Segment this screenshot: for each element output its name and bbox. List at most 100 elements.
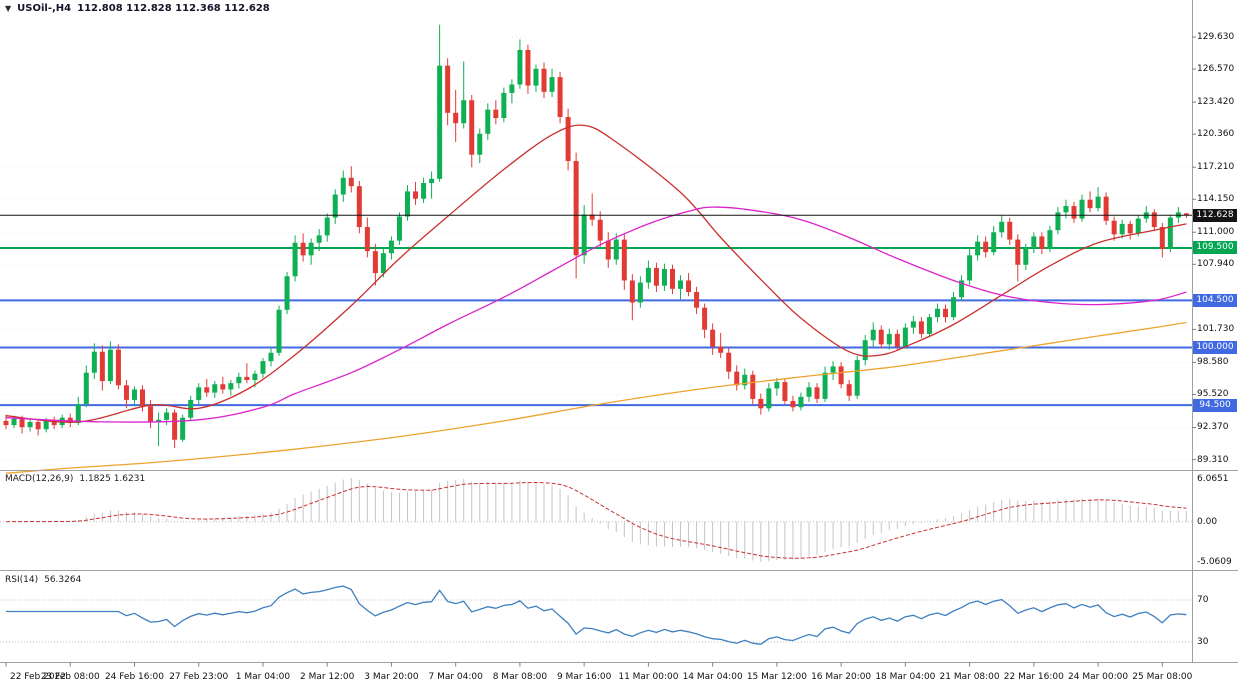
- candle-up: [308, 242, 314, 256]
- candle-up: [461, 100, 467, 124]
- price-axis-label: 101.730: [1197, 324, 1235, 335]
- candle-down: [123, 385, 129, 400]
- candle-up: [509, 84, 515, 93]
- candle-up: [886, 333, 892, 345]
- time-axis-label: 14 Mar 04:00: [682, 672, 743, 682]
- candle-up: [332, 194, 338, 218]
- rsi-axis-label: 70: [1197, 595, 1209, 605]
- candle-down: [372, 251, 378, 274]
- candle-up: [43, 420, 49, 430]
- time-axis-label: 24 Mar 00:00: [1068, 672, 1129, 682]
- time-axis-label: 16 Mar 20:00: [811, 672, 872, 682]
- candle-up: [1119, 223, 1125, 235]
- candle-up: [437, 65, 443, 179]
- candle-up: [1055, 212, 1061, 231]
- price-axis-label: 92.370: [1197, 422, 1229, 433]
- macd-name: MACD(12,26,9): [5, 474, 74, 484]
- candle-down: [710, 329, 716, 347]
- candle-down: [364, 227, 370, 252]
- candle-up: [228, 383, 234, 390]
- price-axis-label: 114.150: [1197, 194, 1235, 205]
- candle-up: [11, 418, 17, 426]
- candle-up: [975, 241, 981, 256]
- macd-signal-line: [5, 481, 1187, 559]
- candle-up: [951, 297, 957, 318]
- candle-up: [959, 280, 965, 298]
- price-axis-label: 95.520: [1197, 389, 1229, 400]
- candle-down: [983, 241, 989, 253]
- candle-down: [453, 112, 459, 124]
- candle-down: [846, 384, 852, 396]
- candle-down: [3, 420, 9, 426]
- chart-dropdown-icon[interactable]: ▼: [5, 4, 12, 13]
- time-axis-label: 3 Mar 20:00: [364, 672, 419, 682]
- candle-up: [276, 309, 282, 353]
- price-axis-label: 129.630: [1197, 32, 1235, 43]
- candle-down: [1183, 213, 1189, 216]
- candle-up: [260, 361, 266, 374]
- candle-down: [782, 382, 788, 401]
- candle-up: [637, 282, 643, 303]
- candle-down: [541, 68, 547, 92]
- candle-down: [469, 100, 475, 155]
- candle-up: [902, 327, 908, 347]
- candle-up: [967, 255, 973, 281]
- candle-down: [838, 366, 844, 385]
- candle-down: [669, 268, 675, 289]
- candle-up: [742, 374, 748, 386]
- candle-down: [148, 406, 154, 422]
- candle-up: [1023, 247, 1029, 265]
- candle-down: [99, 351, 105, 382]
- candle-down: [493, 109, 499, 119]
- candle-down: [686, 280, 692, 292]
- candle-up: [774, 382, 780, 389]
- candle-up: [822, 372, 828, 399]
- candle-up: [806, 387, 812, 397]
- price-axis-label: 126.570: [1197, 64, 1235, 75]
- price-axis-label: 123.420: [1197, 97, 1235, 108]
- rsi-line: [6, 585, 1187, 645]
- price-axis-label: 120.360: [1197, 129, 1235, 140]
- candle-down: [653, 267, 659, 286]
- candle-down: [51, 420, 57, 426]
- candle-up: [645, 267, 651, 283]
- candle-down: [525, 49, 531, 86]
- candle-up: [27, 421, 33, 428]
- candle-down: [172, 412, 178, 440]
- rsi-indicator-label: RSI(14) 56.3264: [5, 575, 81, 585]
- macd-axis-label-zero: 0.00: [1197, 516, 1218, 527]
- chart-title: ▼ USOil-,H4 112.808 112.828 112.368 112.…: [5, 3, 270, 14]
- candle-up: [798, 396, 804, 408]
- rsi-current-value: 56.3264: [44, 575, 82, 585]
- candle-up: [196, 387, 202, 400]
- candle-up: [533, 68, 539, 86]
- candle-up: [396, 216, 402, 241]
- candle-down: [702, 307, 708, 330]
- candle-down: [605, 240, 611, 260]
- candle-up: [380, 253, 386, 274]
- time-axis-label: 23 Feb 08:00: [40, 672, 100, 682]
- candle-down: [1111, 220, 1117, 235]
- candle-up: [991, 232, 997, 253]
- ma-fast-red: [5, 124, 1187, 423]
- candle-down: [694, 291, 700, 308]
- candle-down: [300, 242, 306, 256]
- candle-up: [131, 389, 137, 400]
- candle-up: [212, 384, 218, 393]
- candle-down: [726, 352, 732, 372]
- candle-down: [597, 219, 603, 241]
- candle-down: [718, 346, 724, 353]
- candle-down: [413, 191, 419, 199]
- price-axis-label: 89.310: [1197, 454, 1229, 465]
- candle-up: [661, 268, 667, 286]
- candle-up: [830, 366, 836, 373]
- candle-up: [854, 360, 860, 396]
- candle-down: [35, 421, 41, 430]
- candle-up: [581, 214, 587, 256]
- time-axis-label: 15 Mar 12:00: [746, 672, 807, 682]
- candle-down: [621, 239, 627, 281]
- candle-up: [107, 349, 113, 382]
